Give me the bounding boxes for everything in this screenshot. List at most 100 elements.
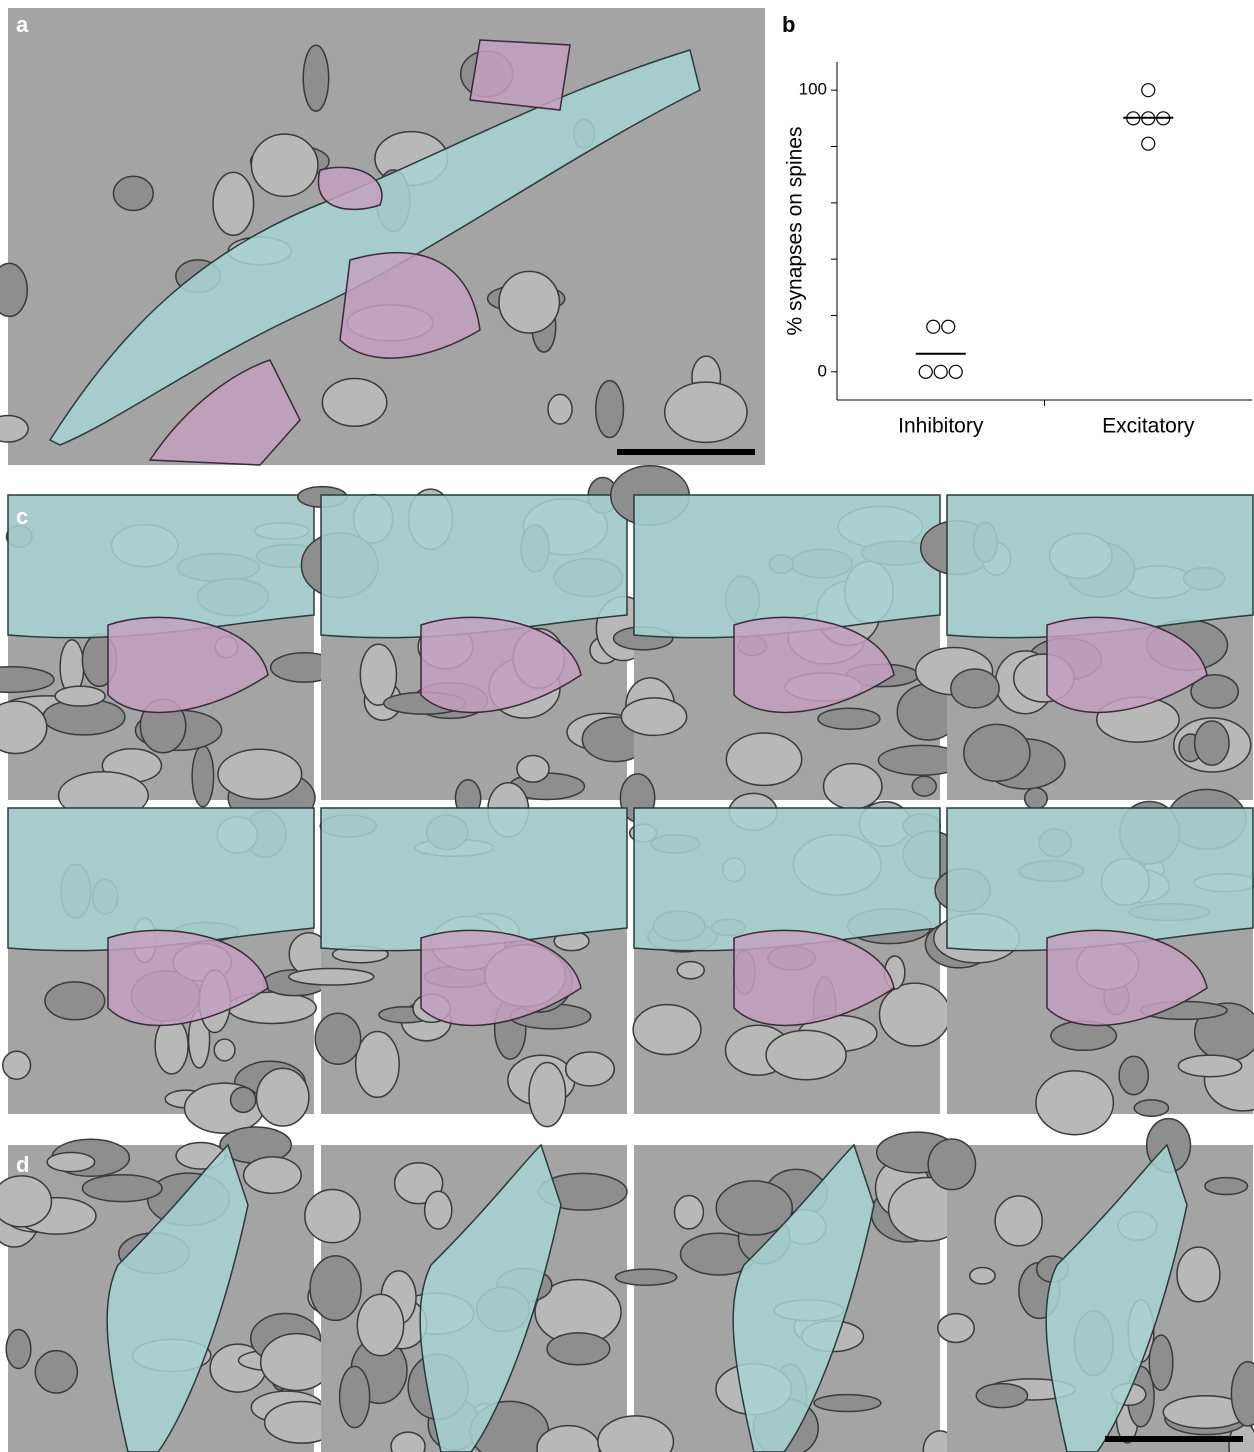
- membrane: [310, 1256, 361, 1321]
- em-image: [0, 495, 338, 825]
- membrane: [357, 1294, 403, 1355]
- membrane: [818, 708, 880, 729]
- membrane: [726, 733, 801, 785]
- panel-label: b: [782, 12, 795, 37]
- membrane: [1178, 1055, 1241, 1077]
- membrane: [964, 724, 1030, 781]
- membrane: [305, 1190, 360, 1243]
- membrane: [517, 756, 549, 783]
- membrane: [214, 1039, 235, 1061]
- membrane: [529, 1063, 566, 1127]
- data-point: [919, 365, 932, 378]
- membrane: [548, 394, 572, 424]
- membrane: [596, 381, 624, 438]
- membrane: [621, 698, 686, 736]
- panel-label: a: [16, 12, 29, 37]
- y-tick-label: 100: [799, 80, 827, 99]
- membrane: [674, 1195, 703, 1228]
- em-image: [598, 1132, 967, 1452]
- y-axis-label: % synapses on spines: [784, 127, 807, 336]
- dendrite: [634, 808, 940, 951]
- data-point: [934, 365, 947, 378]
- membrane: [322, 379, 386, 427]
- data-point: [1142, 84, 1155, 97]
- membrane: [1119, 1056, 1148, 1095]
- membrane: [289, 968, 374, 985]
- membrane: [615, 1269, 676, 1285]
- membrane: [315, 1013, 360, 1064]
- membrane: [82, 1175, 162, 1202]
- membrane: [3, 1051, 31, 1079]
- em-image: [289, 783, 627, 1127]
- em-image: [925, 790, 1254, 1135]
- dendrite: [8, 808, 314, 951]
- membrane: [1025, 788, 1048, 809]
- membrane: [1177, 1247, 1220, 1302]
- membrane: [244, 1157, 302, 1193]
- dendrite: [634, 495, 940, 638]
- membrane: [879, 983, 950, 1046]
- membrane: [938, 1314, 974, 1343]
- membrane: [257, 1068, 309, 1126]
- em-image: [928, 1119, 1254, 1452]
- panel-label: c: [16, 504, 28, 529]
- dendrite: [321, 495, 627, 638]
- membrane: [6, 1330, 31, 1369]
- x-tick-label: Inhibitory: [898, 415, 984, 438]
- membrane: [1195, 721, 1230, 765]
- em-image: [305, 1145, 627, 1452]
- membrane: [566, 1052, 615, 1086]
- em-image: [298, 477, 651, 816]
- membrane: [1036, 1071, 1113, 1135]
- membrane: [928, 1139, 975, 1190]
- membrane: [766, 1030, 846, 1079]
- membrane: [1205, 1178, 1248, 1195]
- membrane: [218, 749, 302, 799]
- dendrite: [321, 808, 627, 951]
- em-image: [630, 793, 959, 1114]
- membrane: [231, 1087, 256, 1112]
- dendrite: [947, 808, 1253, 951]
- membrane: [499, 271, 559, 333]
- figure: 0 100 % synapses on spines Inhibitory Excita…: [0, 0, 1254, 1452]
- panel-label: d: [16, 1152, 29, 1177]
- membrane: [356, 1031, 400, 1097]
- data-point: [949, 365, 962, 378]
- membrane: [0, 1176, 51, 1227]
- membrane: [633, 1005, 701, 1055]
- scale-bar: [1105, 1436, 1243, 1442]
- data-point: [1142, 137, 1155, 150]
- membrane: [303, 45, 328, 111]
- dendrite: [947, 495, 1253, 638]
- em-image: [3, 808, 329, 1133]
- membrane: [251, 134, 318, 196]
- membrane: [970, 1267, 995, 1283]
- scale-bar: [617, 449, 755, 455]
- membrane: [47, 1153, 95, 1172]
- em-image: [0, 8, 765, 465]
- membrane: [912, 776, 936, 796]
- em-image: [916, 495, 1253, 809]
- membrane: [547, 1333, 610, 1365]
- membrane: [951, 669, 999, 708]
- x-tick-label: Excitatory: [1102, 415, 1195, 438]
- membrane: [814, 1395, 881, 1412]
- y-tick-label: 0: [818, 361, 827, 380]
- membrane: [976, 1384, 1027, 1408]
- membrane: [35, 1351, 77, 1393]
- membrane: [340, 1366, 370, 1427]
- membrane: [213, 172, 254, 235]
- membrane: [665, 382, 747, 442]
- membrane: [45, 982, 105, 1020]
- membrane: [425, 1191, 452, 1229]
- membrane: [677, 962, 704, 979]
- em-image: [611, 466, 966, 822]
- membrane: [1149, 1335, 1173, 1390]
- membrane: [55, 686, 105, 706]
- membrane: [192, 746, 213, 807]
- data-point: [927, 320, 940, 333]
- membrane: [1134, 1100, 1168, 1116]
- membrane: [113, 176, 153, 210]
- dendrite: [8, 495, 314, 638]
- data-point: [942, 320, 955, 333]
